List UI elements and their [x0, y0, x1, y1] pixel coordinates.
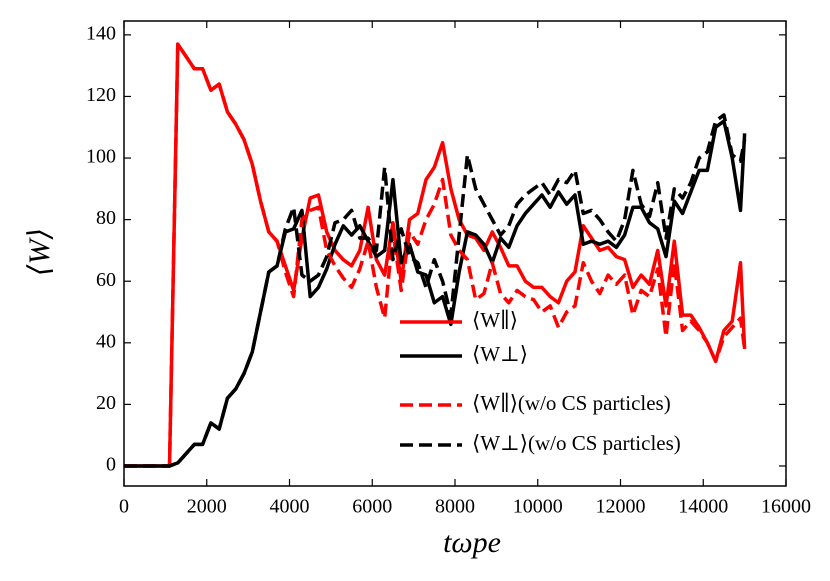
y-tick-label: 60 [96, 269, 116, 291]
y-tick-label: 80 [96, 207, 116, 229]
data-line [124, 42, 747, 468]
data-line [124, 42, 747, 468]
legend-label: ⟨W∥⟩(w/o CS particles) [472, 391, 671, 415]
x-tick-label: 10000 [513, 496, 563, 518]
y-tick-label: 0 [106, 454, 116, 476]
legend-label: ⟨W⊥⟩ [472, 342, 528, 366]
x-tick-label: 16000 [761, 496, 811, 518]
data-line [124, 119, 747, 468]
y-tick-label: 40 [96, 330, 116, 352]
x-tick-label: 0 [119, 496, 129, 518]
legend-label: ⟨W⊥⟩(w/o CS particles) [472, 431, 681, 455]
x-tick-label: 12000 [596, 496, 646, 518]
x-tick-label: 6000 [352, 496, 392, 518]
x-axis-label: tωpe [443, 526, 501, 559]
x-tick-label: 14000 [678, 496, 728, 518]
x-tick-label: 8000 [435, 496, 475, 518]
y-axis-label: ⟨W⟩ [23, 228, 56, 276]
x-tick-label: 4000 [270, 496, 310, 518]
x-tick-label: 2000 [187, 496, 227, 518]
y-tick-label: 140 [86, 22, 116, 44]
y-tick-label: 120 [86, 84, 116, 106]
data-line [124, 113, 747, 468]
y-tick-label: 100 [86, 146, 116, 168]
y-tick-label: 20 [96, 392, 116, 414]
legend-label: ⟨W∥⟩ [472, 308, 518, 332]
